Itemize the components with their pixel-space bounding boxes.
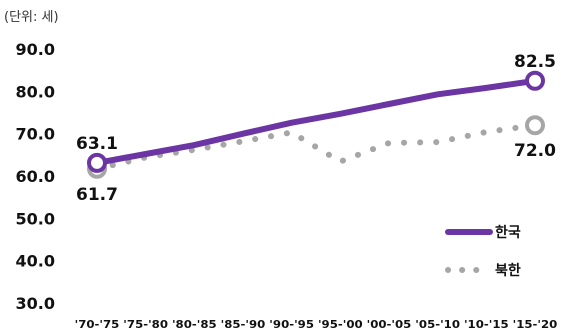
series-endpoint-marker xyxy=(525,70,545,91)
legend-label: 북한 xyxy=(495,263,521,279)
series-endpoint-marker xyxy=(87,152,107,173)
y-axis-ticks: 30.0 40.0 50.0 60.0 70.0 80.0 90.0 xyxy=(16,40,55,313)
x-tick-label: '95-'00 xyxy=(318,318,363,330)
data-label: 61.7 xyxy=(76,185,118,205)
data-label: 63.1 xyxy=(76,134,118,154)
data-labels: 63.1 82.5 61.7 72.0 xyxy=(76,52,556,205)
x-axis-ticks: '70-'75'75-'80 '80-'85 '85-'90'90-'95 '95-'… xyxy=(75,318,558,330)
y-tick-label: 80.0 xyxy=(16,82,55,101)
series-line-korea xyxy=(94,77,538,166)
data-label: 82.5 xyxy=(514,52,556,72)
series-endpoint-marker xyxy=(525,115,545,136)
series-line-north-korea xyxy=(94,122,538,172)
data-label: 72.0 xyxy=(514,141,556,161)
y-tick-label: 70.0 xyxy=(16,125,55,144)
series-layer xyxy=(87,70,545,179)
y-tick-label: 40.0 xyxy=(16,252,55,271)
x-tick-label: '15-'20 xyxy=(513,318,558,330)
y-tick-label: 50.0 xyxy=(16,209,55,228)
y-tick-label: 60.0 xyxy=(16,167,55,186)
x-tick-label: '80-'85 xyxy=(172,318,217,330)
x-tick-label: '70-'75 xyxy=(75,318,120,330)
legend-label: 한국 xyxy=(495,225,521,241)
x-tick-label: '85-'90 xyxy=(221,318,266,330)
unit-label: (단위: 세) xyxy=(4,10,59,25)
y-tick-label: 30.0 xyxy=(16,294,55,313)
x-tick-label: '05-'10 xyxy=(415,318,460,330)
x-tick-label: '00-'05 xyxy=(367,318,412,330)
x-tick-label: '90-'95 xyxy=(269,318,314,330)
x-tick-label: '10-'15 xyxy=(464,318,509,330)
x-tick-label: '75-'80 xyxy=(123,318,168,330)
y-tick-label: 90.0 xyxy=(16,40,55,59)
